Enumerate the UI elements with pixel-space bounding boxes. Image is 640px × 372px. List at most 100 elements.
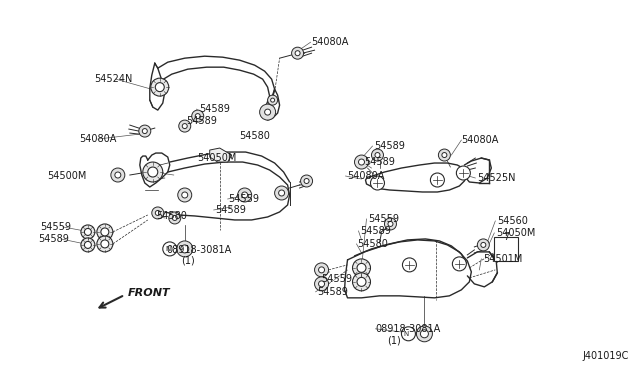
Circle shape [192, 110, 204, 122]
Text: 54589: 54589 [199, 104, 230, 114]
Text: 54524N: 54524N [94, 74, 132, 84]
Circle shape [477, 239, 490, 251]
Circle shape [139, 125, 151, 137]
FancyBboxPatch shape [494, 237, 518, 261]
Circle shape [169, 212, 180, 224]
Circle shape [115, 172, 121, 178]
Text: J401019C: J401019C [582, 351, 628, 361]
Circle shape [81, 238, 95, 252]
Text: 54080A: 54080A [79, 134, 116, 144]
Circle shape [271, 98, 275, 102]
Text: 54580: 54580 [156, 211, 187, 221]
Text: 54589: 54589 [365, 157, 396, 167]
Circle shape [156, 211, 160, 215]
Circle shape [151, 78, 169, 96]
Circle shape [264, 109, 271, 115]
Circle shape [385, 218, 396, 230]
Circle shape [182, 192, 188, 198]
Circle shape [295, 51, 300, 56]
Circle shape [420, 330, 428, 338]
Circle shape [142, 129, 147, 134]
Text: 54589: 54589 [214, 205, 246, 215]
Circle shape [237, 188, 252, 202]
Text: 54580: 54580 [239, 131, 271, 141]
Circle shape [355, 155, 369, 169]
Text: 54500M: 54500M [47, 171, 86, 181]
Circle shape [278, 190, 285, 196]
Text: 54580: 54580 [358, 239, 388, 249]
Circle shape [456, 166, 470, 180]
Circle shape [431, 173, 444, 187]
Text: 54559: 54559 [369, 214, 399, 224]
Text: 54080A: 54080A [312, 37, 349, 47]
Circle shape [182, 124, 188, 129]
Circle shape [156, 83, 164, 92]
Text: FRONT: FRONT [128, 288, 170, 298]
Circle shape [152, 207, 164, 219]
Text: N: N [404, 331, 409, 337]
Text: 54559: 54559 [40, 222, 71, 232]
Text: 54080A: 54080A [348, 171, 385, 181]
Circle shape [242, 192, 248, 198]
Circle shape [319, 267, 324, 273]
Text: 54050M: 54050M [196, 153, 236, 163]
Circle shape [101, 228, 109, 236]
Text: 08918-3081A: 08918-3081A [167, 245, 232, 255]
Circle shape [371, 149, 383, 161]
Text: 54589: 54589 [317, 287, 348, 297]
Text: 54050M: 54050M [496, 228, 536, 238]
Text: 7: 7 [503, 232, 509, 242]
Text: 54080A: 54080A [461, 135, 499, 145]
Circle shape [163, 242, 177, 256]
Text: 54560: 54560 [497, 216, 528, 226]
Circle shape [81, 225, 95, 239]
Text: 54501M: 54501M [483, 254, 523, 264]
Circle shape [358, 159, 365, 165]
Text: N: N [165, 246, 170, 252]
Circle shape [97, 224, 113, 240]
Circle shape [403, 258, 417, 272]
Circle shape [172, 215, 177, 221]
Text: 54589: 54589 [360, 226, 392, 236]
Circle shape [388, 221, 393, 227]
Circle shape [452, 257, 467, 271]
Text: 54525N: 54525N [477, 173, 516, 183]
Circle shape [180, 245, 189, 253]
Circle shape [417, 326, 433, 342]
Circle shape [177, 241, 193, 257]
Circle shape [353, 273, 371, 291]
Circle shape [442, 153, 447, 157]
Circle shape [319, 281, 324, 287]
Circle shape [304, 179, 309, 183]
Circle shape [357, 263, 366, 272]
Text: (1): (1) [180, 256, 195, 266]
Text: 54559: 54559 [321, 274, 353, 284]
Circle shape [260, 104, 276, 120]
Circle shape [268, 95, 278, 105]
Polygon shape [210, 148, 232, 162]
Circle shape [315, 277, 328, 291]
Text: 54559: 54559 [228, 194, 260, 204]
Circle shape [84, 241, 92, 248]
Circle shape [97, 236, 113, 252]
Text: (1): (1) [387, 336, 401, 346]
Circle shape [178, 188, 192, 202]
Circle shape [301, 175, 312, 187]
Circle shape [438, 149, 451, 161]
Circle shape [353, 259, 371, 277]
Circle shape [195, 113, 200, 119]
Circle shape [101, 240, 109, 248]
Circle shape [179, 120, 191, 132]
Circle shape [148, 167, 158, 177]
Circle shape [292, 47, 303, 59]
Circle shape [357, 278, 366, 286]
Text: 54589: 54589 [374, 141, 405, 151]
Text: 54589: 54589 [38, 234, 69, 244]
Circle shape [375, 153, 380, 157]
Text: 08918-3081A: 08918-3081A [376, 324, 441, 334]
Text: 54589: 54589 [186, 116, 216, 126]
Circle shape [143, 162, 163, 182]
Circle shape [111, 168, 125, 182]
Circle shape [371, 176, 385, 190]
Circle shape [84, 228, 92, 235]
